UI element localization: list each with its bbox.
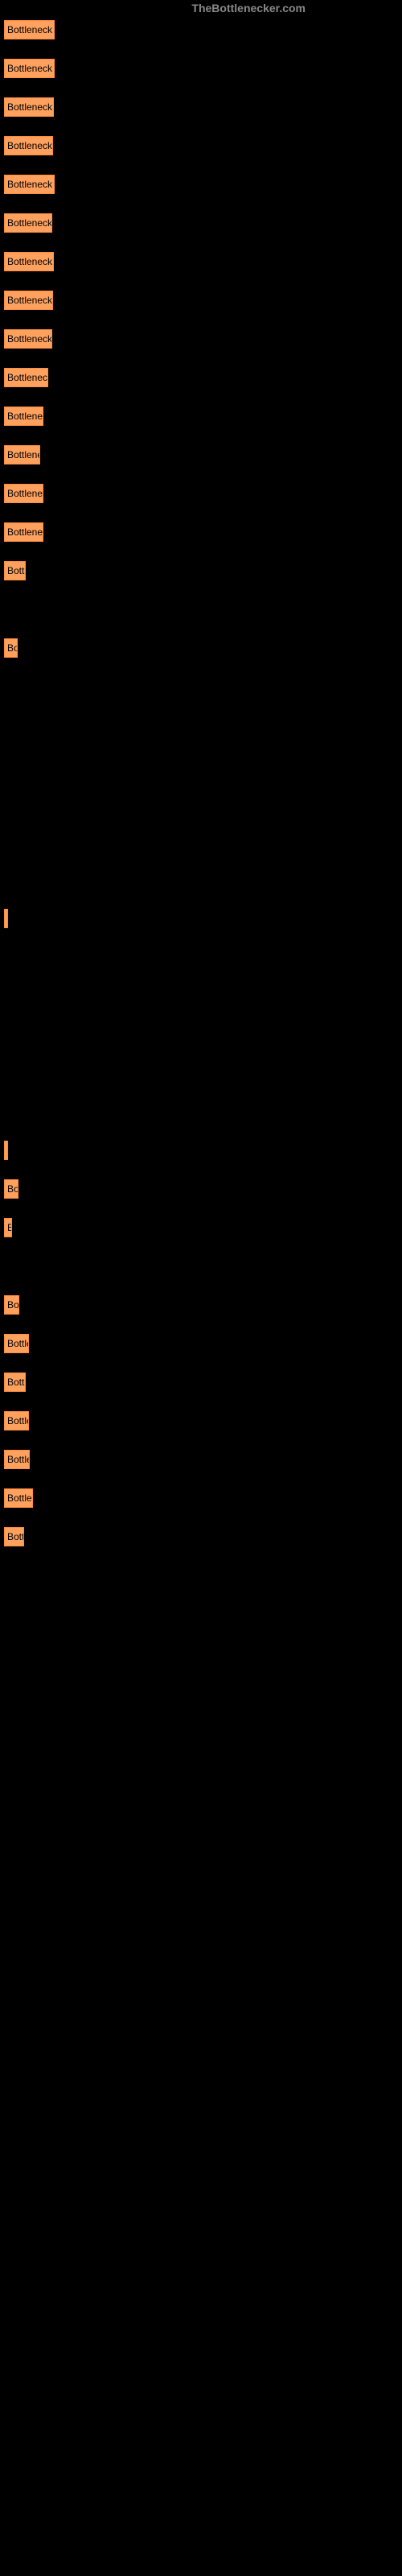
- bar-row: [4, 1025, 398, 1044]
- bar-row: [4, 1102, 398, 1121]
- bar-row: Bottlenec: [4, 445, 398, 464]
- bar-row: [4, 832, 398, 851]
- bar-row: Bottleneck: [4, 407, 398, 426]
- bar-row: [4, 1257, 398, 1276]
- bar-row: E: [4, 1218, 398, 1237]
- bar-label: Bottlenec: [7, 449, 40, 460]
- bar-row: [4, 1063, 398, 1083]
- bar-row: Bo: [4, 1295, 398, 1315]
- bar-row: Bottleneck re: [4, 59, 398, 78]
- bar-label: Bottl: [7, 1377, 26, 1388]
- bar-row: [4, 1141, 398, 1160]
- bar-row: Bottleneck re: [4, 20, 398, 39]
- bar-row: [4, 754, 398, 774]
- bar-row: [4, 716, 398, 735]
- bar: Bottlenec: [4, 522, 43, 542]
- bar: Bottle: [4, 1411, 29, 1430]
- bar: Bottl: [4, 561, 26, 580]
- bar-label: Bottlen: [7, 1492, 33, 1504]
- bar-label: Bottlenec: [7, 488, 43, 499]
- bar-row: Bottle: [4, 1411, 398, 1430]
- bar: Bottl: [4, 1373, 26, 1392]
- bar-row: Bottleneck re: [4, 175, 398, 194]
- bar: [4, 909, 8, 928]
- bar-label: Bottleneck r: [7, 295, 53, 306]
- bar-row: [4, 870, 398, 890]
- bar-row: [4, 986, 398, 1005]
- bar: Bottleneck r: [4, 136, 53, 155]
- bar-label: E: [7, 1222, 12, 1233]
- bar: Bottle: [4, 1334, 29, 1353]
- bar-label: Bottleneck re: [7, 24, 55, 35]
- bar: Bottleneck r: [4, 291, 53, 310]
- bar: E: [4, 1218, 12, 1237]
- bar: Bottleneck re: [4, 252, 54, 271]
- bar-label: Bottl: [7, 565, 26, 576]
- bar-label: Bottleneck re: [7, 63, 55, 74]
- bar-label: Bo: [7, 642, 18, 654]
- bar: Bottlenec: [4, 484, 43, 503]
- bar-chart: Bottleneck re Bottleneck re Bottleneck re B…: [0, 0, 402, 1586]
- bar: Bottleneck r: [4, 329, 52, 349]
- bar-row: Bottleneck r: [4, 329, 398, 349]
- bar: Bottlenec: [4, 445, 40, 464]
- bar-row: Bo: [4, 1179, 398, 1199]
- bar-row: Bottleneck r: [4, 368, 398, 387]
- bar: Bottleneck r: [4, 213, 52, 233]
- bar-label: Bottle: [7, 1415, 29, 1426]
- watermark-text: TheBottlenecker.com: [191, 2, 306, 14]
- bar-row: Bottleneck re: [4, 97, 398, 117]
- bar: Bo: [4, 638, 18, 658]
- bar-row: [4, 947, 398, 967]
- bar-row: Bott: [4, 1527, 398, 1546]
- bar-label: Bottleneck: [7, 411, 43, 422]
- bar: Bottlen: [4, 1488, 33, 1508]
- bar-row: Bottleneck r: [4, 136, 398, 155]
- bar: Bo: [4, 1179, 18, 1199]
- bar: [4, 1141, 8, 1160]
- bar-label: Bottleneck r: [7, 333, 52, 345]
- bar-row: Bo: [4, 638, 398, 658]
- bar-label: Bottle: [7, 1338, 29, 1349]
- bar-row: Bottle: [4, 1334, 398, 1353]
- bar-row: Bottlen: [4, 1488, 398, 1508]
- bar-row: Bottlenec: [4, 522, 398, 542]
- bar-row: Bottleneck r: [4, 291, 398, 310]
- bar: Bottleneck re: [4, 97, 54, 117]
- bar-label: Bottleneck r: [7, 217, 52, 229]
- bar: Bottleneck re: [4, 59, 55, 78]
- bar-label: Bottleneck re: [7, 101, 54, 113]
- bar-label: Bo: [7, 1183, 18, 1195]
- bar: Bottleneck re: [4, 175, 55, 194]
- bar: Bottle: [4, 1450, 30, 1469]
- bar: Bo: [4, 1295, 19, 1315]
- bar-label: Bottlenec: [7, 526, 43, 538]
- bar-label: Bo: [7, 1299, 19, 1311]
- bar-row: Bottlenec: [4, 484, 398, 503]
- bar: Bott: [4, 1527, 24, 1546]
- bar-label: Bott: [7, 1531, 24, 1542]
- bar-row: Bottleneck r: [4, 213, 398, 233]
- bar-row: [4, 909, 398, 928]
- bar-label: Bottleneck re: [7, 256, 54, 267]
- bar-label: Bottleneck r: [7, 140, 53, 151]
- bar-row: Bottle: [4, 1450, 398, 1469]
- bar-row: [4, 677, 398, 696]
- bar-label: Bottleneck re: [7, 179, 55, 190]
- bar: Bottleneck re: [4, 20, 55, 39]
- bar-row: [4, 793, 398, 812]
- bar-row: Bottleneck re: [4, 252, 398, 271]
- bar-row: Bottl: [4, 1373, 398, 1392]
- bar: Bottleneck: [4, 407, 43, 426]
- bar-label: Bottleneck r: [7, 372, 48, 383]
- bar-row: Bottl: [4, 561, 398, 580]
- bar-label: Bottle: [7, 1454, 30, 1465]
- bar: Bottleneck r: [4, 368, 48, 387]
- bar-row: [4, 600, 398, 619]
